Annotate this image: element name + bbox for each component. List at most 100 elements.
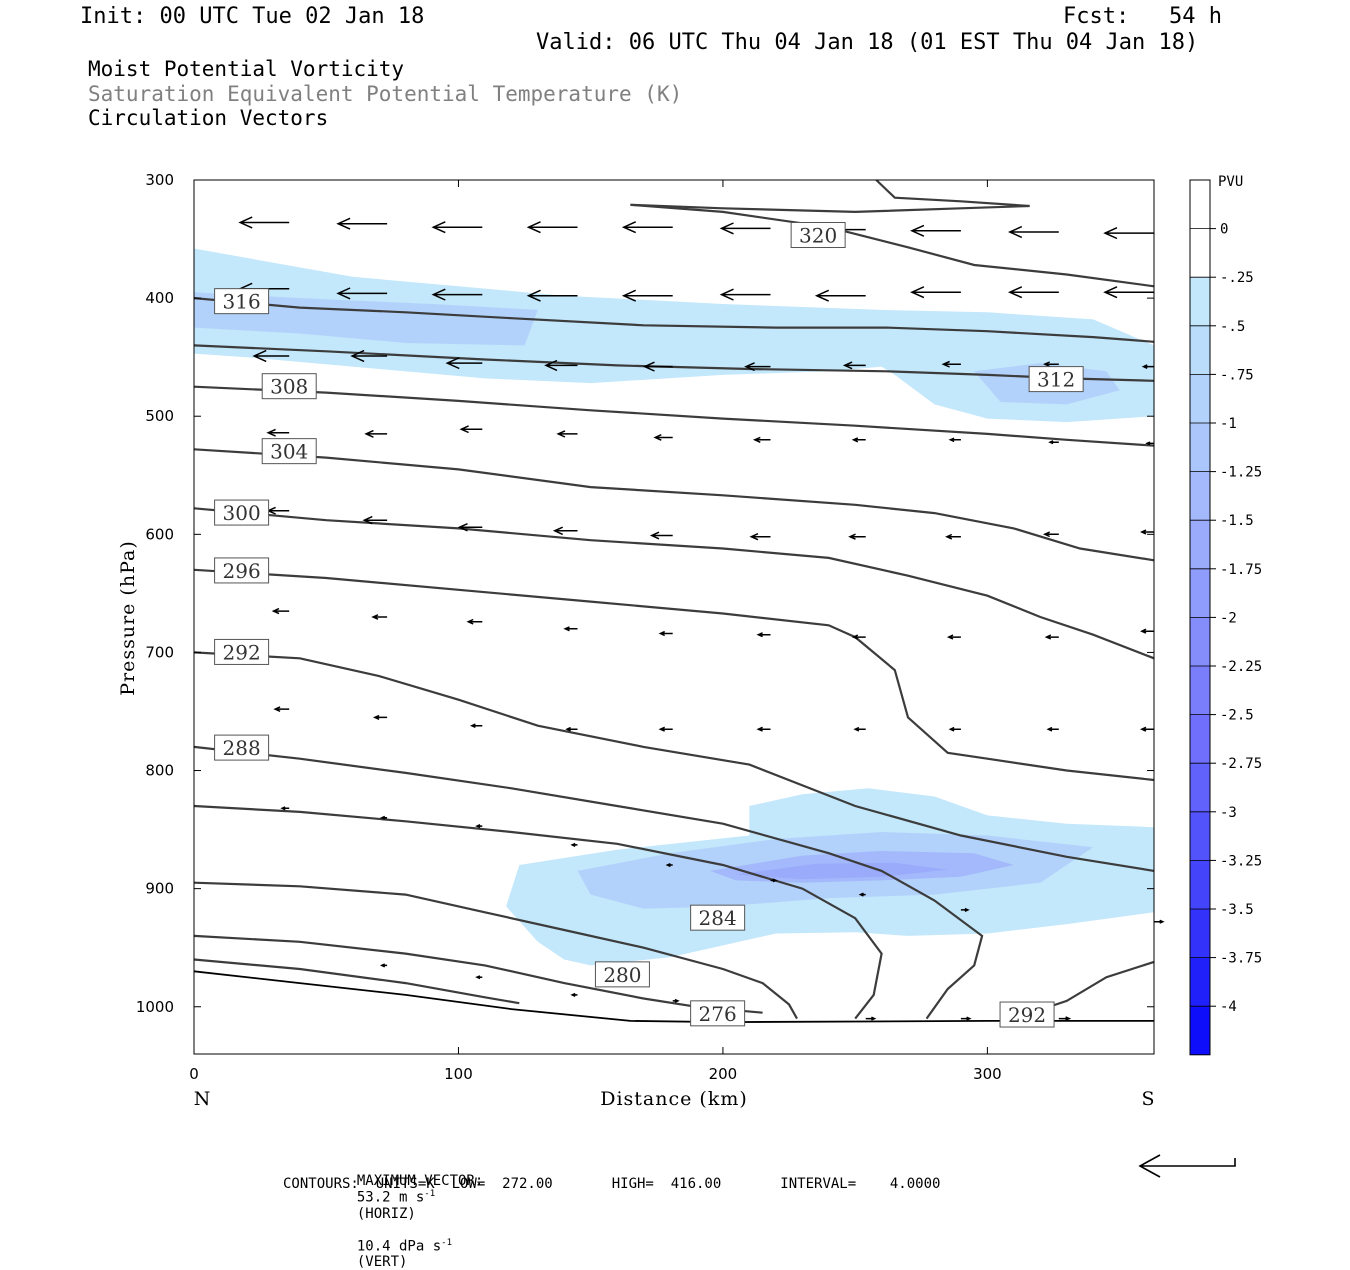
surface-line — [193, 970, 1154, 1024]
contour-label-288: 288 — [223, 736, 261, 760]
circulation-vector — [556, 430, 578, 438]
colorbar-swatch — [1190, 180, 1210, 229]
y-axis-title: Pressure (hPa) — [117, 540, 139, 696]
colorbar-label: -3.75 — [1220, 951, 1262, 967]
contour-label-304: 304 — [270, 440, 308, 464]
colorbar-label: -2.25 — [1220, 659, 1262, 675]
circulation-vector — [1145, 441, 1154, 446]
colorbar-swatch — [1190, 714, 1210, 764]
colorbar-label: -1 — [1220, 416, 1237, 432]
circulation-vector — [744, 362, 771, 372]
contours-note: CONTOURS: UNITS=K LOW= 272.00 HIGH= 416.… — [283, 1176, 941, 1192]
max-vector-note: MAXIMUM VECTOR: 53.2 m s-1 (HORIZ) 10.4 … — [340, 1157, 483, 1270]
x-right-end-label: S — [1141, 1088, 1154, 1110]
contour-label-box — [261, 373, 317, 400]
y-tick-label: 600 — [145, 525, 174, 543]
colorbar-label: -.25 — [1220, 270, 1254, 286]
circulation-vector — [238, 216, 290, 229]
circulation-vector — [266, 428, 290, 437]
circulation-vector — [960, 1016, 972, 1021]
colorbar-swatch — [1190, 374, 1210, 423]
circulation-vector — [252, 349, 290, 363]
circulation-vector — [851, 437, 866, 443]
circulation-vector — [621, 289, 673, 302]
max-vector-vert: 10.4 dPa s — [356, 1238, 442, 1255]
circulation-vector — [848, 533, 866, 540]
circulation-vector — [842, 361, 866, 370]
x-tick-label: 200 — [709, 1065, 738, 1083]
reference-vector-arrow — [1138, 1154, 1236, 1178]
y-tick-label: 500 — [145, 407, 174, 425]
circulation-vector — [379, 963, 388, 968]
title-mpv: Moist Potential Vorticity — [88, 57, 405, 81]
colorbar-label: -1.75 — [1220, 562, 1262, 578]
circulation-vector — [719, 222, 771, 235]
max-vector-label: MAXIMUM VECTOR: — [356, 1173, 484, 1189]
theta-contour-292 — [193, 651, 1155, 872]
colorbar-label: -.5 — [1220, 319, 1245, 335]
contour-label-320: 320 — [799, 224, 837, 248]
contour-label-box — [261, 438, 317, 465]
circulation-vector — [431, 221, 483, 234]
colorbar-swatch — [1190, 617, 1210, 666]
circulation-vector — [526, 221, 578, 234]
circulation-vector — [336, 217, 388, 230]
circulation-vector — [1140, 529, 1154, 535]
colorbar-swatch — [1190, 909, 1210, 958]
contour-label-box — [214, 734, 270, 761]
theta-contour-300 — [193, 507, 1155, 660]
circulation-vector — [814, 289, 866, 302]
circulation-vector — [851, 634, 866, 640]
contour-label-box — [790, 222, 846, 249]
colorbar-label: -.75 — [1220, 367, 1254, 383]
circulation-vector — [565, 726, 578, 732]
circulation-vector — [719, 288, 771, 301]
colorbar-swatch — [1190, 471, 1210, 521]
circulation-vector — [658, 630, 673, 637]
colorbar-label: -2.75 — [1220, 756, 1262, 772]
theta-contour-296 — [193, 568, 1155, 782]
circulation-vector — [946, 634, 961, 640]
forecast-hour: Fcst: 54 h — [1063, 4, 1222, 29]
contour-label-box — [999, 1001, 1055, 1028]
colorbar-swatch — [1190, 1006, 1210, 1055]
y-tick-label: 400 — [145, 289, 174, 307]
theta-contour-316 — [193, 297, 1155, 343]
contour-label-276: 276 — [699, 1002, 737, 1026]
contour-label-box — [594, 961, 650, 988]
circulation-vector — [459, 425, 483, 434]
circulation-vector — [756, 632, 771, 638]
cross-section-chart: 320 316 312 308 304 300 296 292 288 284 280 276 292 3… — [117, 171, 1262, 1178]
theta-contour-280 — [193, 881, 798, 1020]
title-theta-es: Saturation Equivalent Potential Temperat… — [88, 82, 683, 106]
circulation-vector — [770, 878, 778, 883]
valid-time: Valid: 06 UTC Thu 04 Jan 18 (01 EST Thu … — [536, 30, 1199, 55]
circulation-vector — [1141, 364, 1154, 369]
circulation-vector — [379, 815, 388, 820]
colorbar-swatch — [1190, 423, 1210, 472]
circulation-vector — [749, 533, 771, 541]
colorbar-swatch — [1190, 325, 1210, 375]
contour-label-292: 292 — [223, 640, 261, 664]
circulation-vector — [1139, 726, 1154, 732]
circulation-vector — [544, 359, 578, 372]
circulation-vector — [1046, 726, 1059, 732]
colorbar-label: -3.5 — [1220, 902, 1254, 918]
colorbar-label: -2.5 — [1220, 708, 1254, 724]
circulation-vector — [752, 436, 771, 443]
circulation-vector — [362, 515, 388, 525]
horiz-tag: (HORIZ) — [356, 1205, 416, 1222]
circulation-vector — [948, 437, 961, 443]
theta-contour-320 — [630, 203, 1155, 288]
colorbar-label: -3.25 — [1220, 853, 1262, 869]
colorbar-swatch — [1190, 277, 1210, 326]
colorbar-label: -2 — [1220, 610, 1237, 626]
colorbar-swatch — [1190, 666, 1210, 715]
contour-label-316: 316 — [223, 290, 261, 314]
circulation-vector — [350, 349, 388, 363]
theta-contour-276 — [193, 934, 763, 1014]
contour-label-box — [214, 638, 270, 665]
theta-contour-288 — [193, 745, 984, 1020]
contour-label-box — [214, 557, 270, 584]
contour-label-box — [214, 288, 270, 315]
